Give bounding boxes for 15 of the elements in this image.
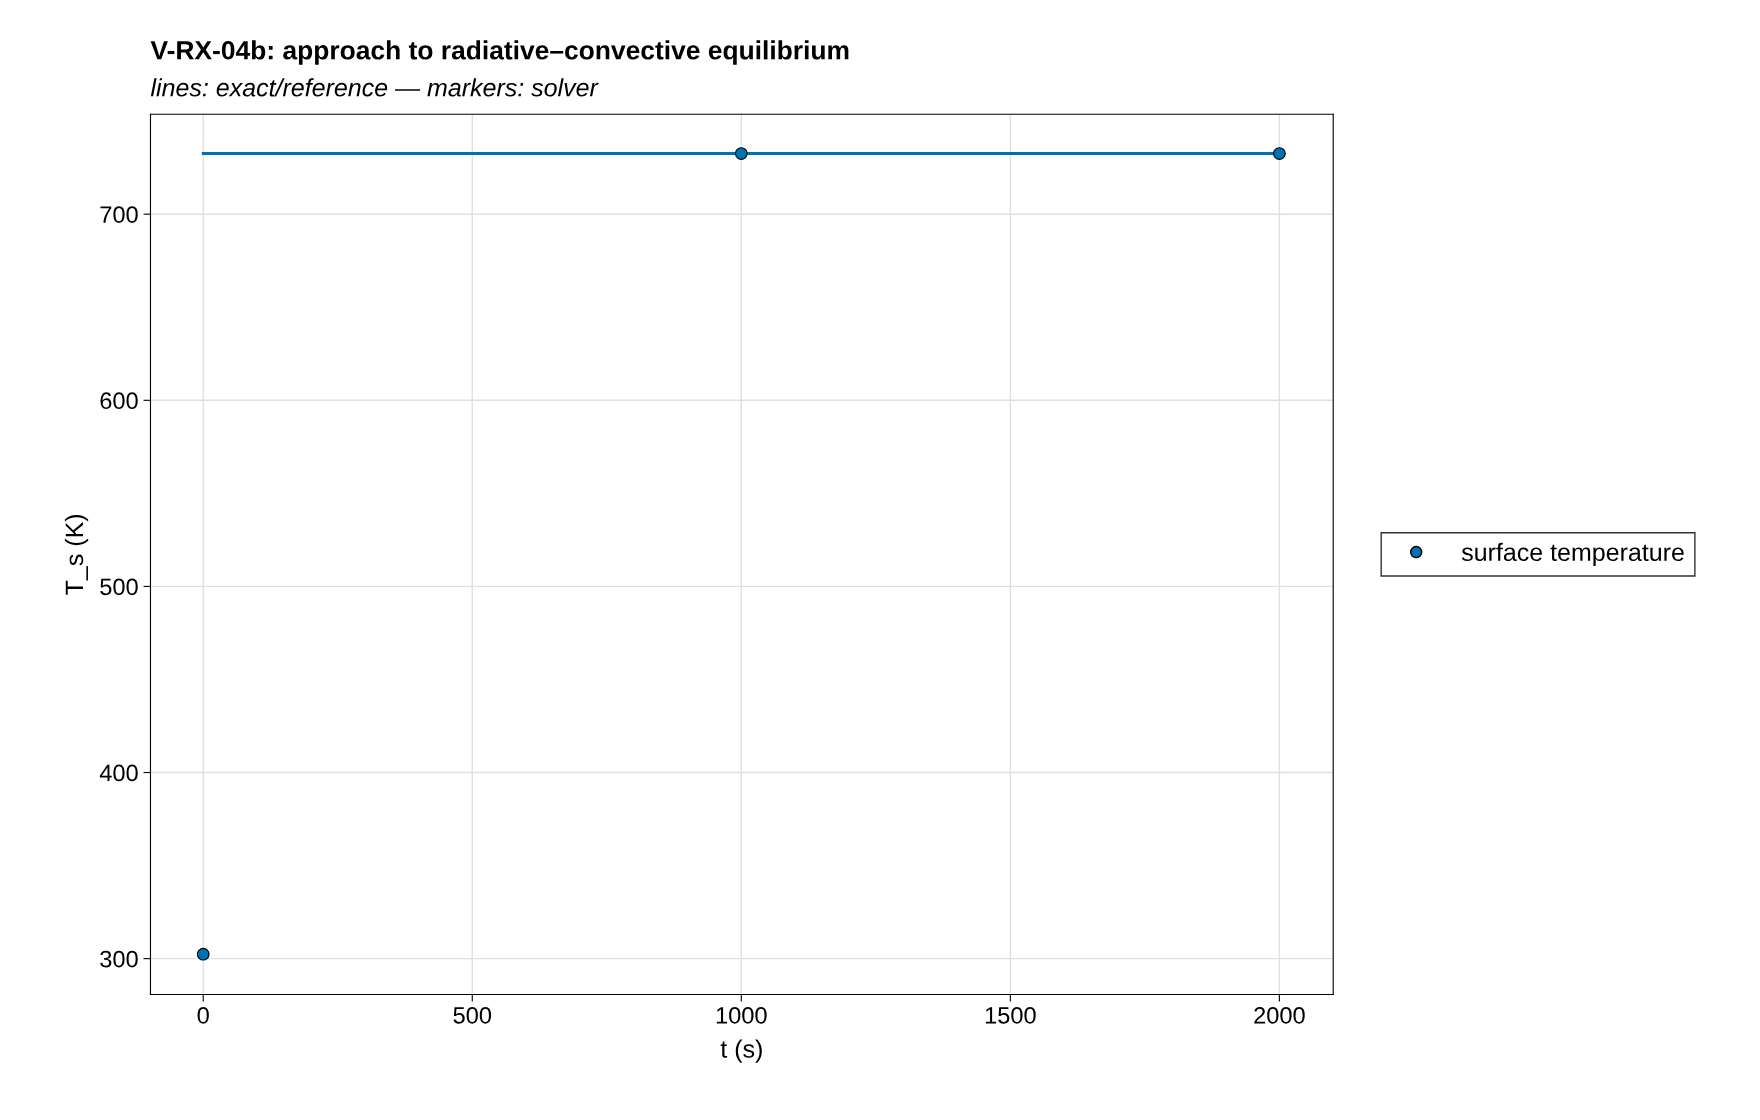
x-tick-label: 2000 [1254, 1006, 1305, 1024]
y-tick-label: 400 [99, 764, 138, 782]
y-tick-label: 300 [100, 950, 138, 968]
x-axis-title: t (s) [720, 1039, 762, 1063]
legend-label: surface temperature [1461, 542, 1684, 567]
y-axis-title: T_s (K) [64, 514, 89, 595]
x-tick-label: 0 [197, 1006, 209, 1024]
chart-subtitle: lines: exact/reference — markers: solver [150, 78, 599, 97]
y-tick-label: 500 [100, 578, 138, 596]
y-tick-label: 700 [100, 206, 138, 223]
x-tick-label: 500 [453, 1006, 492, 1024]
x-tick-label: 1500 [985, 1006, 1036, 1024]
chart-title: V-RX-04b: approach to radiative–convective equilibrium [150, 40, 849, 65]
y-tick-label: 600 [100, 392, 138, 410]
x-tick-label: 1000 [716, 1006, 767, 1024]
